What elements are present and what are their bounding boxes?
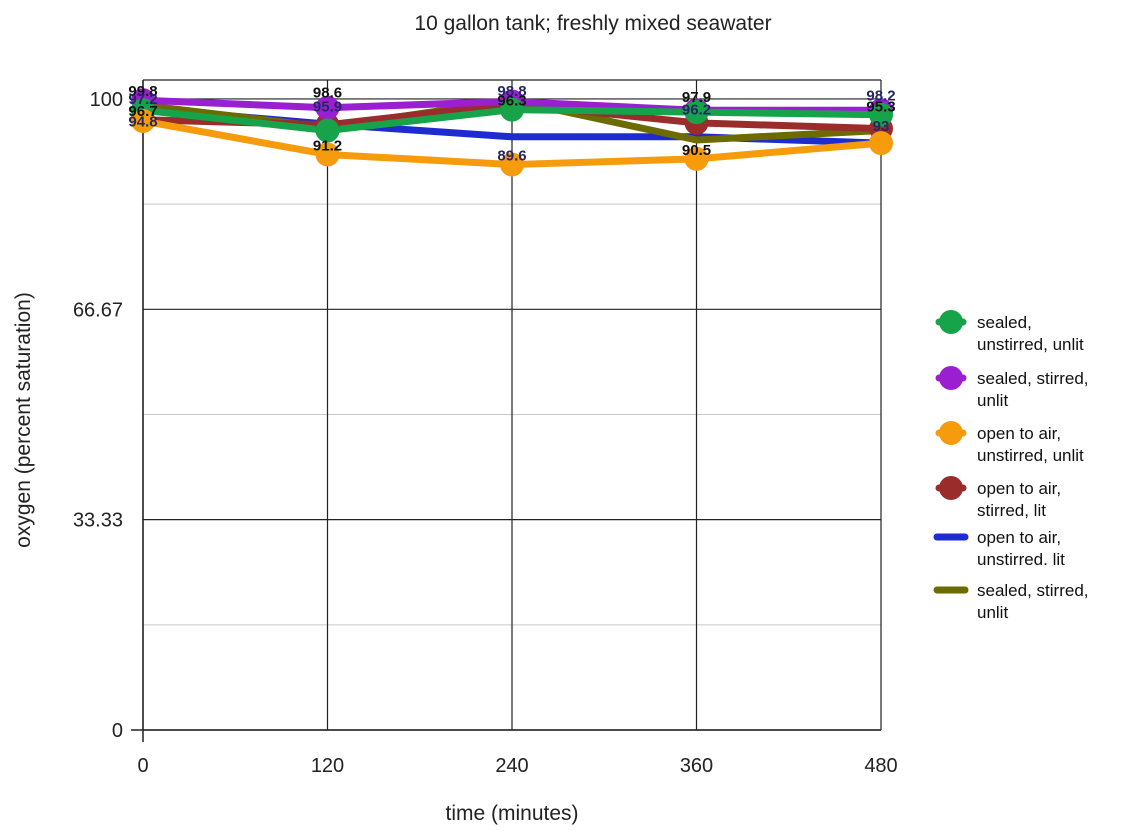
data-point-0 bbox=[869, 102, 893, 127]
legend-label: sealed, stirred, unlit bbox=[977, 581, 1089, 622]
data-label: 96.7 bbox=[128, 103, 157, 120]
data-label: 98.2 bbox=[866, 88, 895, 105]
legend-swatch-marker bbox=[939, 421, 963, 445]
data-label: 98.6 bbox=[313, 84, 342, 101]
data-point-2 bbox=[315, 142, 340, 167]
data-label: 94.8 bbox=[128, 113, 157, 130]
data-point-2 bbox=[131, 109, 155, 134]
y-tick-label: 33.33 bbox=[73, 510, 123, 532]
data-label: 93 bbox=[873, 118, 890, 135]
legend-swatch-marker bbox=[939, 476, 963, 500]
data-point-2 bbox=[500, 152, 524, 177]
data-label: 99.8 bbox=[128, 83, 157, 100]
grid bbox=[142, 79, 882, 731]
y-tick-label: 66.67 bbox=[73, 299, 123, 321]
legend: sealed, unstirred, unlit sealed, stirred, u… bbox=[933, 310, 1089, 622]
data-point-0 bbox=[684, 100, 709, 125]
series-points bbox=[131, 88, 893, 177]
legend-item-5: sealed, stirred, unlit bbox=[933, 581, 1089, 622]
data-label: 96.3 bbox=[497, 93, 526, 110]
y-axis-title: oxygen (percent saturation) bbox=[12, 292, 35, 548]
data-label: 97.2 bbox=[128, 91, 157, 108]
data-label: 98.8 bbox=[497, 83, 526, 100]
x-tick-label: 0 bbox=[137, 755, 148, 777]
data-label: 91.2 bbox=[313, 137, 342, 154]
data-point-0 bbox=[500, 97, 524, 122]
legend-swatch-marker bbox=[939, 366, 963, 390]
legend-item-3: open to air, stirred, lit bbox=[935, 476, 1061, 520]
chart-title: 10 gallon tank; freshly mixed seawater bbox=[414, 12, 771, 35]
x-tick-label: 120 bbox=[311, 755, 344, 777]
legend-swatch-marker bbox=[939, 310, 963, 334]
legend-label: open to air, unstirred. lit bbox=[977, 528, 1065, 569]
legend-label: open to air, unstirred, unlit bbox=[977, 424, 1084, 465]
legend-item-1: sealed, stirred, unlit bbox=[935, 366, 1089, 410]
data-point-2 bbox=[869, 131, 893, 156]
x-axis-title: time (minutes) bbox=[445, 802, 578, 825]
data-point-2 bbox=[684, 146, 709, 171]
data-labels: 99.897.296.794.8 98.695.9 91.2 98.896.3 89.6… bbox=[128, 83, 895, 164]
data-label: 90.5 bbox=[682, 142, 711, 159]
data-label: 97.9 bbox=[682, 89, 711, 106]
data-label: 96.2 bbox=[682, 101, 711, 118]
legend-item-4: open to air, unstirred. lit bbox=[933, 528, 1065, 569]
legend-label: sealed, stirred, unlit bbox=[977, 369, 1089, 410]
legend-item-2: open to air, unstirred, unlit bbox=[935, 421, 1084, 465]
data-point-1 bbox=[315, 95, 340, 120]
x-tick-label: 360 bbox=[680, 755, 713, 777]
data-point-0 bbox=[315, 118, 340, 143]
legend-label: open to air, stirred, lit bbox=[977, 479, 1061, 520]
data-label: 89.6 bbox=[497, 148, 526, 165]
legend-item-0: sealed, unstirred, unlit bbox=[935, 310, 1084, 354]
data-label: 95.3 bbox=[866, 98, 895, 115]
data-label: 95.9 bbox=[313, 98, 342, 115]
x-tick-label: 240 bbox=[495, 755, 528, 777]
y-tick-label: 100 bbox=[90, 89, 123, 111]
axes: 0 33.33 66.67 100 0 120 240 360 480 bbox=[73, 80, 898, 777]
y-tick-label: 0 bbox=[112, 720, 123, 742]
legend-label: sealed, unstirred, unlit bbox=[977, 313, 1084, 354]
x-tick-label: 480 bbox=[864, 755, 897, 777]
